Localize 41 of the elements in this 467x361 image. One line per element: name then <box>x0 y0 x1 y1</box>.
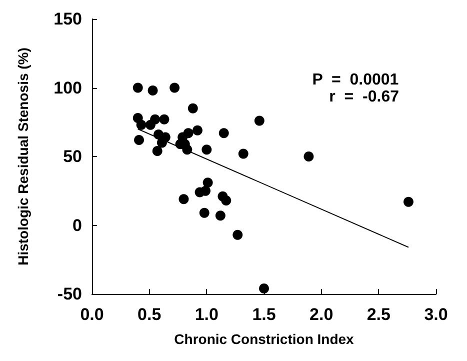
point <box>199 208 210 218</box>
point <box>159 114 170 124</box>
x-tick-label: 2.0 <box>310 305 334 324</box>
point <box>136 120 146 130</box>
point <box>188 103 198 114</box>
y-tick-label: 50 <box>63 147 82 166</box>
point <box>134 135 144 145</box>
y-tick-label: -50 <box>57 284 82 304</box>
x-tick-label: 2.5 <box>366 305 390 324</box>
annotation: r = -0.67 <box>329 88 400 106</box>
x-tick-label: 0.5 <box>138 305 162 324</box>
point <box>132 82 143 93</box>
x-tick-label: 1.0 <box>194 305 218 324</box>
point <box>254 116 264 126</box>
point <box>221 196 232 206</box>
point <box>178 194 189 204</box>
point <box>238 148 248 159</box>
point <box>202 144 212 155</box>
point <box>200 186 211 196</box>
x-tick-label: 0.0 <box>80 305 104 324</box>
point <box>259 284 269 294</box>
point <box>170 82 180 93</box>
annotation: P = 0.0001 <box>312 72 399 88</box>
x-axis-title: Chronic Constriction Index <box>174 331 354 347</box>
x-tick-label: 3.0 <box>424 305 448 324</box>
point <box>202 178 213 188</box>
y-axis-title: Histologic Residual Stenosis (%) <box>15 48 31 266</box>
point <box>218 128 229 138</box>
point <box>304 152 314 162</box>
y-tick-label: 150 <box>54 10 82 28</box>
y-tick-label: 0 <box>72 216 82 235</box>
point <box>215 210 226 221</box>
point <box>183 128 194 138</box>
point <box>148 86 158 96</box>
x-tick-label: 1.5 <box>252 305 276 324</box>
point <box>403 196 414 207</box>
point <box>150 114 160 124</box>
y-tick-label: 100 <box>54 78 82 98</box>
point <box>152 146 162 156</box>
point <box>192 125 202 136</box>
point <box>232 230 243 240</box>
